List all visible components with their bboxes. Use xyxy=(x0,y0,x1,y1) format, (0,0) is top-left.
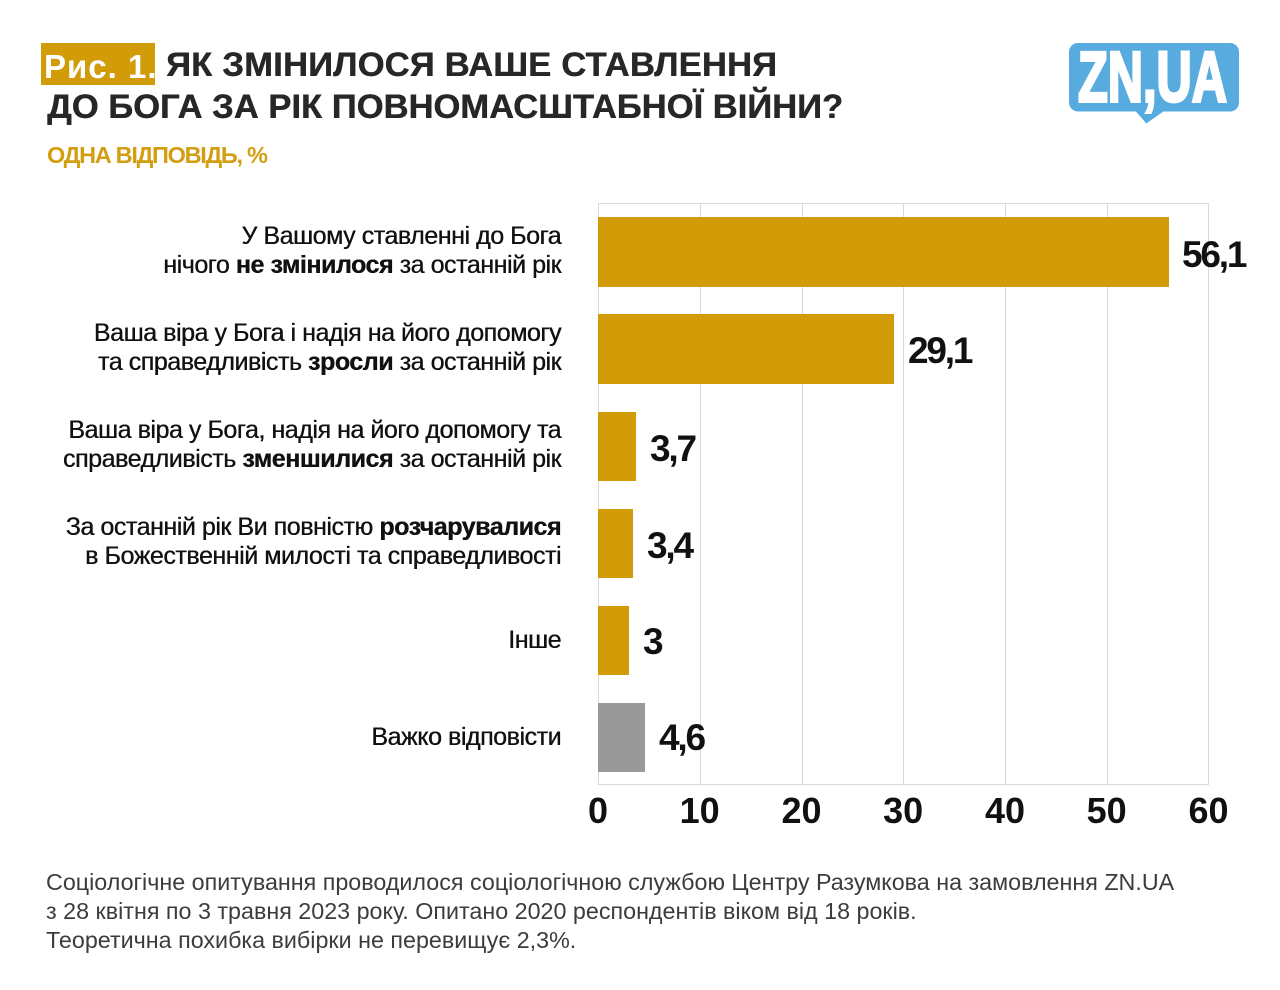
svg-text:ZN,UA: ZN,UA xyxy=(1078,43,1227,118)
